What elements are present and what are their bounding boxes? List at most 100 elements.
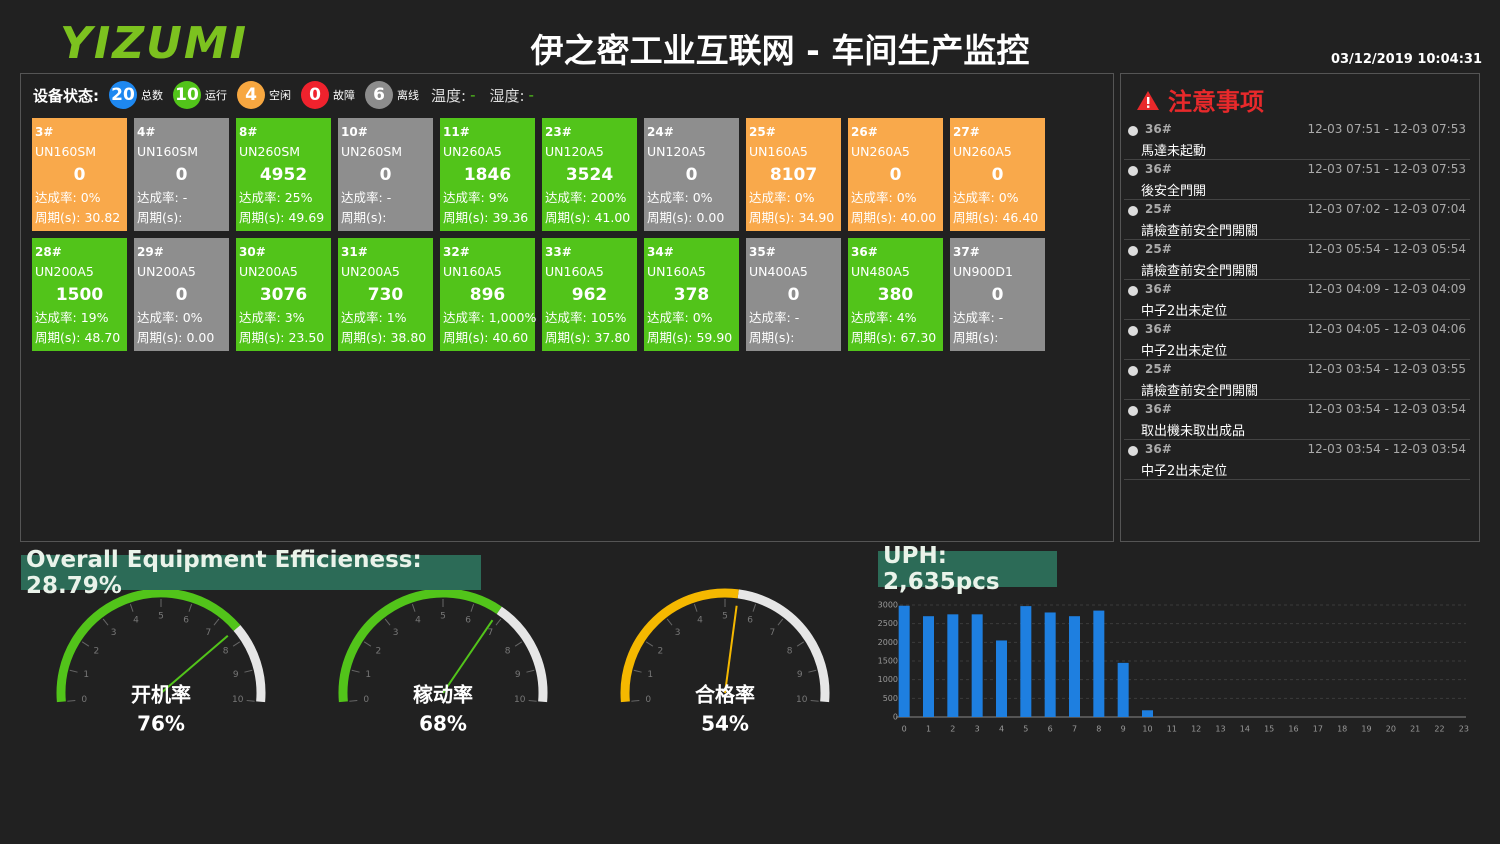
machine-card: 35# UN400A5 0 达成率: - 周期(s): <box>746 238 841 351</box>
gauge-tick <box>69 669 78 673</box>
rate-line: 达成率: 0% <box>35 188 124 208</box>
machine-card: 29# UN200A5 0 达成率: 0% 周期(s): 0.00 <box>134 238 229 351</box>
cycle-value: 39.36 <box>492 210 529 225</box>
notice-time: 12-03 07:02 - 12-03 07:04 <box>1307 202 1467 216</box>
cycle-label: 周期(s): <box>749 330 795 345</box>
machine-model: UN260SM <box>239 144 301 159</box>
gauge-tick <box>777 618 784 626</box>
x-tick-label: 21 <box>1410 725 1420 734</box>
notice-message: 中子2出未定位 <box>1141 344 1228 359</box>
gauge-tick <box>384 618 391 626</box>
x-tick-label: 4 <box>999 725 1004 734</box>
rate-value: 0% <box>80 190 101 205</box>
machine-card: 11# UN260A5 1846 达成率: 9% 周期(s): 39.36 <box>440 118 535 231</box>
cycle-line: 周期(s): 23.50 <box>239 328 328 348</box>
machine-output: 0 <box>889 165 902 185</box>
gauge-tick-label: 10 <box>232 695 244 705</box>
gauge-tick-label: 7 <box>206 628 212 638</box>
gauge-tick <box>645 641 654 647</box>
machine-model: UN400A5 <box>749 264 808 279</box>
rate-value: 1% <box>386 310 407 325</box>
machine-output: 3524 <box>565 165 614 185</box>
gauge-needle <box>442 619 494 694</box>
gauge-tick-label: 1 <box>83 670 89 680</box>
bar <box>1044 612 1056 717</box>
machine-card: 33# UN160A5 962 达成率: 105% 周期(s): 37.80 <box>542 238 637 351</box>
machine-card: 3# UN160SM 0 达成率: 0% 周期(s): 30.82 <box>32 118 127 231</box>
gauge-tick-label: 6 <box>465 616 471 626</box>
gauge-tick <box>796 641 805 647</box>
notice-bullet <box>1128 366 1138 376</box>
cycle-line: 周期(s): <box>341 208 430 228</box>
gauge-tick <box>188 603 193 612</box>
gauge-tick-label: 4 <box>415 616 421 626</box>
machine-model: UN160A5 <box>647 264 706 279</box>
rate-line: 达成率: 0% <box>137 308 226 328</box>
machine-id: 27# <box>953 125 980 139</box>
cycle-label: 周期(s): <box>239 210 285 225</box>
cycle-value: 48.70 <box>84 330 121 345</box>
cycle-line: 周期(s): <box>749 328 838 348</box>
gauge-tick <box>67 699 76 702</box>
gauge-tick <box>213 618 220 626</box>
cycle-line: 周期(s): 59.90 <box>647 328 736 348</box>
notice-machine: 25# <box>1145 242 1172 256</box>
cycle-label: 周期(s): <box>851 210 897 225</box>
y-tick-label: 2500 <box>878 619 898 628</box>
x-tick-label: 3 <box>975 725 980 734</box>
status-count: 20 <box>109 81 137 109</box>
gauge-tick <box>693 603 698 612</box>
rate-label: 达成率: <box>953 310 995 325</box>
notice-machine: 25# <box>1145 362 1172 376</box>
rate-line: 达成率: - <box>953 308 1042 328</box>
rate-line: 达成率: 0% <box>749 188 838 208</box>
x-tick-label: 10 <box>1142 725 1152 734</box>
cycle-line: 周期(s): 41.00 <box>545 208 634 228</box>
notice-header: 注意事项 <box>1136 82 1264 117</box>
x-tick-label: 23 <box>1459 725 1469 734</box>
machine-output: 378 <box>673 285 710 305</box>
x-tick-label: 18 <box>1337 725 1347 734</box>
machine-output: 8107 <box>769 165 818 185</box>
notice-machine: 36# <box>1145 442 1172 456</box>
gauge-tick-label: 9 <box>515 670 521 680</box>
bar <box>1142 710 1153 717</box>
gauge-value: 76% <box>137 712 185 736</box>
rate-line: 达成率: 0% <box>647 308 736 328</box>
cycle-value: 40.60 <box>492 330 529 345</box>
cycle-value: 23.50 <box>288 330 325 345</box>
cycle-label: 周期(s): <box>545 210 591 225</box>
cycle-value: 0.00 <box>186 330 215 345</box>
bar <box>1117 662 1129 717</box>
rate-label: 达成率: <box>545 310 587 325</box>
notice-panel <box>1120 73 1480 542</box>
notice-machine: 36# <box>1145 282 1172 296</box>
cycle-line: 周期(s): 49.69 <box>239 208 328 228</box>
gauge-arc <box>56 588 241 703</box>
machine-id: 36# <box>851 245 878 259</box>
notice-time: 12-03 04:09 - 12-03 04:09 <box>1307 282 1467 296</box>
notice-bullet <box>1128 206 1138 216</box>
rate-line: 达成率: 19% <box>35 308 124 328</box>
notice-row: 25# 12-03 03:54 - 12-03 03:55 請檢查前安全門開關 <box>1124 360 1470 400</box>
gauge-tick <box>495 618 502 626</box>
cycle-line: 周期(s): 37.80 <box>545 328 634 348</box>
gauge-tick <box>514 641 523 647</box>
notice-row: 25# 12-03 07:02 - 12-03 07:04 請檢查前安全門開關 <box>1124 200 1470 240</box>
gauge-tick-label: 0 <box>645 695 651 705</box>
gauge-value: 68% <box>419 712 467 736</box>
machine-model: UN160SM <box>35 144 97 159</box>
rate-line: 达成率: - <box>341 188 430 208</box>
machine-card: 4# UN160SM 0 达成率: - 周期(s): <box>134 118 229 231</box>
notice-time: 12-03 03:54 - 12-03 03:54 <box>1307 442 1467 456</box>
y-tick-label: 2000 <box>878 638 898 647</box>
cycle-line: 周期(s): 30.82 <box>35 208 124 228</box>
gauge-tick-label: 3 <box>393 628 399 638</box>
rate-label: 达成率: <box>35 190 77 205</box>
cycle-value: 40.00 <box>900 210 937 225</box>
rate-label: 达成率: <box>749 310 791 325</box>
notice-machine: 36# <box>1145 162 1172 176</box>
notice-bullet <box>1128 166 1138 176</box>
gauge-tick <box>631 699 640 702</box>
rate-line: 达成率: 1% <box>341 308 430 328</box>
